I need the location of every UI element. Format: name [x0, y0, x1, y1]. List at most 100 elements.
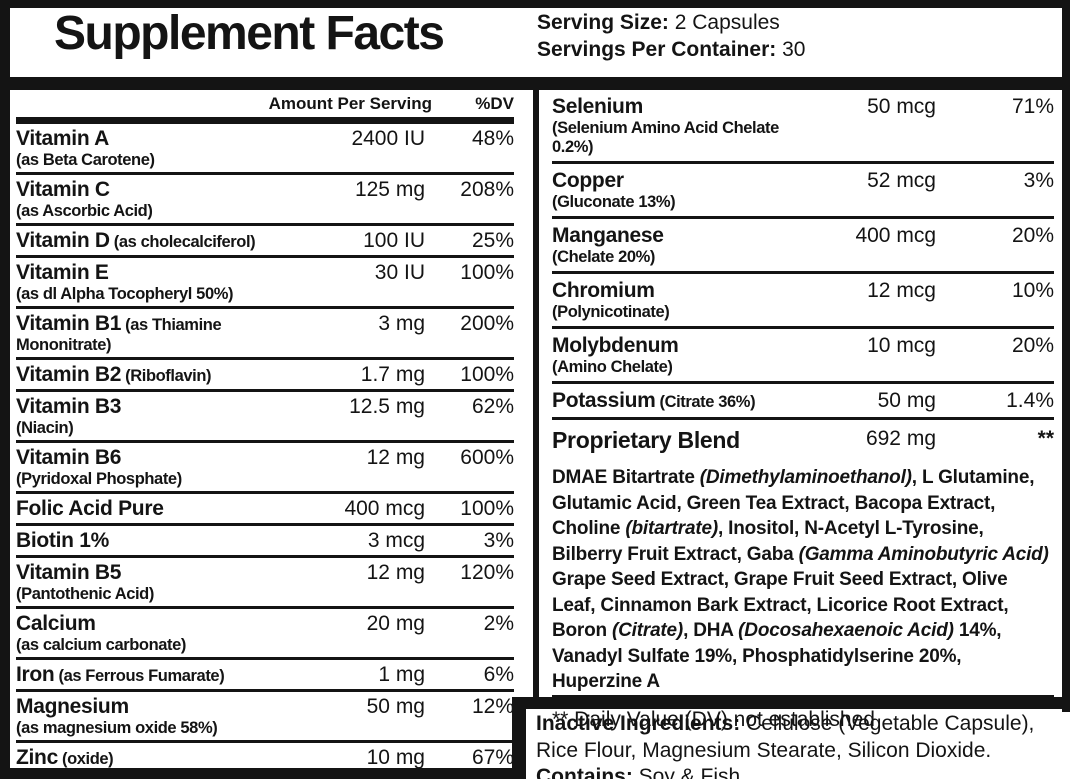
table-row: Chromium (Polynicotinate) 12 mcg 10% [552, 274, 1054, 329]
ingredient-name-cell: Calcium (as calcium carbonate) [16, 612, 305, 655]
ingredient-name: Vitamin B3 [16, 395, 122, 418]
ingredient-detail: (as Thiamine Mononitrate) [16, 316, 222, 354]
ingredient-detail: (Pyridoxal Phosphate) [16, 470, 182, 488]
amount-value: 125 mg [354, 178, 425, 201]
amount-value: 10 mcg [867, 334, 936, 357]
amount-value: 10 mg [366, 746, 425, 769]
ingredient-name-cell: Copper (Gluconate 13%) [552, 169, 816, 212]
amount-value: 400 mcg [855, 224, 936, 247]
amount-value: 3 mcg [367, 529, 425, 552]
contains-text: Soy & Fish [632, 765, 741, 779]
ingredient-name-cell: Potassium (Citrate 36%) [552, 389, 816, 413]
dv-value: 3% [483, 529, 514, 552]
table-row: Magnesium (as magnesium oxide 58%) 50 mg 12… [16, 692, 514, 743]
ingredient-detail: (as calcium carbonate) [16, 636, 187, 654]
dv-value: 200% [460, 312, 514, 335]
ingredient-name-cell: Vitamin C (as Ascorbic Acid) [16, 178, 305, 221]
dv-value: 67% [471, 746, 514, 769]
amount-value: 12 mg [366, 446, 425, 469]
proprietary-blend-name: Proprietary Blend [552, 427, 740, 453]
amount-value: 12 mcg [867, 279, 936, 302]
ingredient-name: Vitamin B1 [16, 312, 122, 335]
ingredient-detail: (Pantothenic Acid) [16, 585, 154, 603]
ingredient-detail: (as magnesium oxide 58%) [16, 719, 218, 737]
ingredient-detail: (as Beta Carotene) [16, 151, 155, 169]
dv-value: 12% [471, 695, 514, 718]
blend-text-segment: (Gamma Aminobutyric Acid) [798, 543, 1049, 565]
ingredient-name-cell: Vitamin B6 (Pyridoxal Phosphate) [16, 446, 305, 489]
ingredient-name: Vitamin C [16, 178, 110, 201]
column-headers: Amount Per Serving %DV [16, 90, 514, 117]
blend-text-segment: , L Glutamine, Glutamic Acid, Green Tea … [552, 467, 1035, 539]
daily-value-footnote: ** Daily Value (DV) not established [552, 707, 875, 731]
ingredient-name: Biotin 1% [16, 529, 109, 552]
amount-value: 50 mg [877, 389, 936, 412]
dv-value: 10% [1011, 279, 1054, 302]
dv-value: 48% [471, 127, 514, 150]
ingredient-name: Vitamin B5 [16, 561, 122, 584]
ingredient-detail: (Selenium Amino Acid Chelate 0.2%) [552, 119, 779, 156]
ingredient-detail: (as dl Alpha Tocopheryl 50%) [16, 285, 234, 303]
ingredient-detail: (Citrate 36%) [659, 393, 756, 411]
blend-text-segment: (Citrate) [612, 620, 684, 641]
ingredient-name: Vitamin E [16, 261, 109, 284]
ingredient-name-cell: Vitamin E (as dl Alpha Tocopheryl 50%) [16, 261, 305, 304]
serving-size-line: Serving Size: 2 Capsules [537, 9, 805, 36]
amount-value: 20 mg [366, 612, 425, 635]
proprietary-blend-row: Proprietary Blend 692 mg ** [552, 420, 1054, 455]
ingredient-name: Chromium [552, 279, 655, 302]
blend-text-segment: , Inositol, N-Acetyl L-Tyrosine, Bilberr… [552, 518, 984, 565]
ingredient-name: Folic Acid Pure [16, 497, 164, 520]
dv-value: 208% [460, 178, 514, 201]
ingredient-detail: (Niacin) [16, 419, 74, 437]
serving-size-value: 2 Capsules [668, 11, 780, 34]
ingredient-name-cell: Manganese (Chelate 20%) [552, 224, 816, 267]
servings-per-container-line: Servings Per Container: 30 [537, 36, 805, 63]
ingredient-detail: (Riboflavin) [125, 367, 212, 385]
ingredient-name: Vitamin B6 [16, 446, 122, 469]
table-row: Iron (as Ferrous Fumarate) 1 mg 6% [16, 660, 514, 692]
blend-text-segment: 14%, Vanadyl Sulfate 19%, Phosphatidylse… [552, 620, 1002, 692]
inactive-ingredients: Inactive Ingredients: Cellulose (Vegetab… [536, 712, 1034, 762]
right-rows-container: Selenium (Selenium Amino Acid Chelate 0.2… [552, 90, 1054, 420]
inactive-ingredients-label: Inactive Ingredients: [536, 712, 741, 735]
left-rows-container: Vitamin A (as Beta Carotene) 2400 IU 48% Vit… [16, 124, 514, 775]
ingredient-name: Manganese [552, 224, 664, 247]
table-row: Vitamin B3 (Niacin) 12.5 mg 62% [16, 392, 514, 443]
servings-per-container-label: Servings Per Container: [537, 38, 777, 61]
dv-value: 20% [1011, 334, 1054, 357]
table-row: Vitamin B1 (as Thiamine Mononitrate) 3 mg 2… [16, 309, 514, 360]
supplement-facts-title: Supplement Facts [54, 7, 445, 60]
ingredient-name-cell: Magnesium (as magnesium oxide 58%) [16, 695, 305, 738]
contains-label: Contains: [536, 765, 633, 779]
amount-value: 52 mcg [867, 169, 936, 192]
table-row: Folic Acid Pure 400 mcg 100% [16, 494, 514, 526]
ingredient-name: Potassium [552, 389, 656, 412]
ingredient-detail: (as Ascorbic Acid) [16, 202, 153, 220]
ingredient-name-cell: Vitamin B5 (Pantothenic Acid) [16, 561, 305, 604]
dv-value: 100% [460, 363, 514, 386]
serving-size-label: Serving Size: [537, 11, 669, 34]
dv-value: 100% [460, 497, 514, 520]
proprietary-blend-dv: ** [1037, 427, 1054, 450]
contains-statement: Contains: Soy & Fish [536, 764, 1066, 779]
table-row: Selenium (Selenium Amino Acid Chelate 0.2… [552, 90, 1054, 164]
ingredient-name-cell: Folic Acid Pure [16, 497, 305, 521]
inactive-ingredients-text: Cellulose (Vegetable Capsule), Rice Flou… [536, 712, 1035, 762]
ingredient-detail: (as Ferrous Fumarate) [58, 667, 225, 685]
table-row: Manganese (Chelate 20%) 400 mcg 20% [552, 219, 1054, 274]
amount-value: 2400 IU [351, 127, 425, 150]
blend-text-segment: DMAE Bitartrate [552, 467, 700, 488]
dv-value: 100% [460, 261, 514, 284]
table-row: Vitamin B5 (Pantothenic Acid) 12 mg 120% [16, 558, 514, 609]
amount-value: 1.7 mg [360, 363, 425, 386]
dv-value: 600% [460, 446, 514, 469]
dv-value: 25% [471, 229, 514, 252]
table-row: Vitamin A (as Beta Carotene) 2400 IU 48% [16, 124, 514, 175]
facts-table-right: Selenium (Selenium Amino Acid Chelate 0.2… [552, 90, 1054, 731]
table-row: Vitamin D (as cholecalciferol) 100 IU 25% [16, 226, 514, 258]
blend-text-segment: Grape Seed Extract, Grape Fruit Seed Ext… [552, 569, 1009, 641]
dv-value: 6% [483, 663, 514, 686]
ingredient-name: Iron [16, 663, 55, 686]
ingredient-name: Vitamin B2 [16, 363, 122, 386]
